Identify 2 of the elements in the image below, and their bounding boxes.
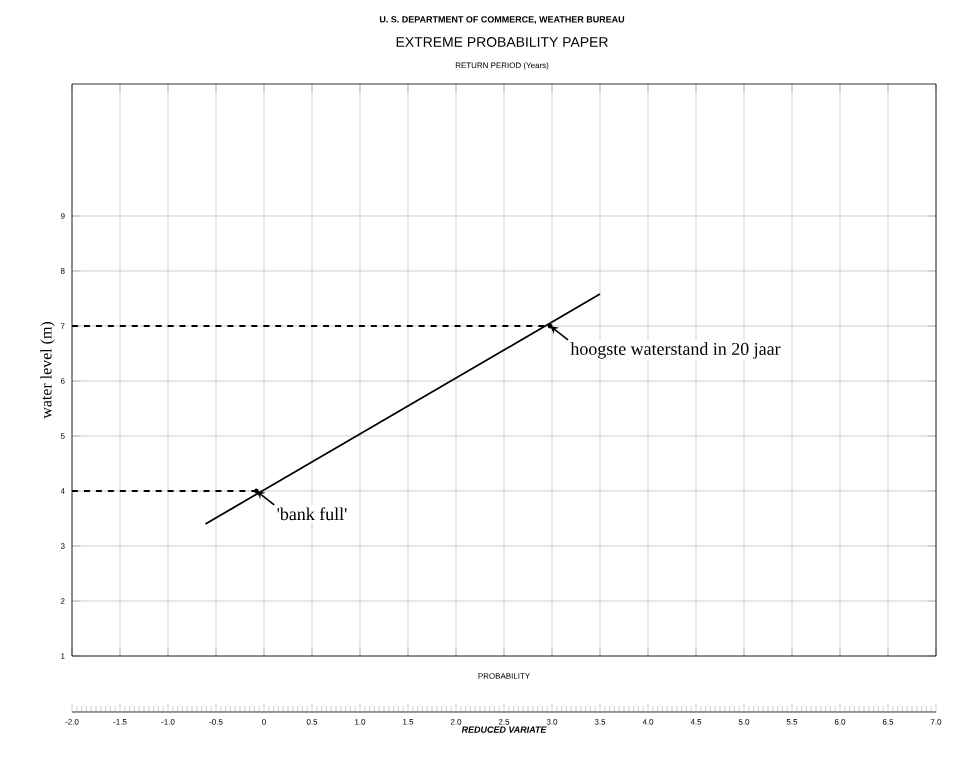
annotation: hoogste waterstand in 20 jaar (570, 342, 781, 359)
annotation: 'bank full' (277, 507, 347, 521)
